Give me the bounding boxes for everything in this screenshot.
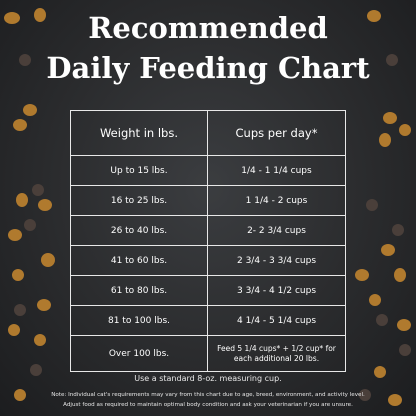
weight-cell: 61 to 80 lbs. [70,275,208,306]
weight-cell: 41 to 60 lbs. [70,245,208,276]
title: Recommended Daily Feeding Chart [0,8,416,88]
weight-cell: 81 to 100 lbs. [70,305,208,336]
table-row: 41 to 60 lbs. 2 3/4 - 3 3/4 cups [70,245,346,276]
table-row: 81 to 100 lbs. 4 1/4 - 5 1/4 cups [70,305,346,336]
title-line: Daily Feeding Chart [46,51,370,85]
cups-cell: 2 3/4 - 3 3/4 cups [207,245,346,276]
title-line: Recommended [88,11,328,45]
table-row: Up to 15 lbs. 1/4 - 1 1/4 cups [70,155,346,186]
table-row: Over 100 lbs. Feed 5 1/4 cups* + 1/2 cup*… [70,335,346,372]
weight-cell: Over 100 lbs. [70,335,208,372]
cups-cell: 4 1/4 - 5 1/4 cups [207,305,346,336]
table-row: 16 to 25 lbs. 1 1/4 - 2 cups [70,185,346,216]
cups-cell: Feed 5 1/4 cups* + 1/2 cup* for each add… [207,335,346,372]
cups-cell: 1 1/4 - 2 cups [207,185,346,216]
cups-cell: 2- 2 3/4 cups [207,215,346,246]
weight-cell: 16 to 25 lbs. [70,185,208,216]
weight-cell: 26 to 40 lbs. [70,215,208,246]
column-header: Weight in lbs. [70,110,208,156]
table-row: 26 to 40 lbs. 2- 2 3/4 cups [70,215,346,246]
measure-note: Use a standard 8-oz. measuring cup. [134,374,282,383]
disclaimer: Note: Individual cat's requirements may … [51,392,365,398]
column-header: Cups per day* [207,110,346,156]
feeding-table: Weight in lbs. Cups per day* Up to 15 lb… [70,110,346,372]
cups-cell: 1/4 - 1 1/4 cups [207,155,346,186]
weight-cell: Up to 15 lbs. [70,155,208,186]
cups-cell: 3 3/4 - 4 1/2 cups [207,275,346,306]
disclaimer: Adjust food as required to maintain opti… [63,402,353,408]
table-row: 61 to 80 lbs. 3 3/4 - 4 1/2 cups [70,275,346,306]
